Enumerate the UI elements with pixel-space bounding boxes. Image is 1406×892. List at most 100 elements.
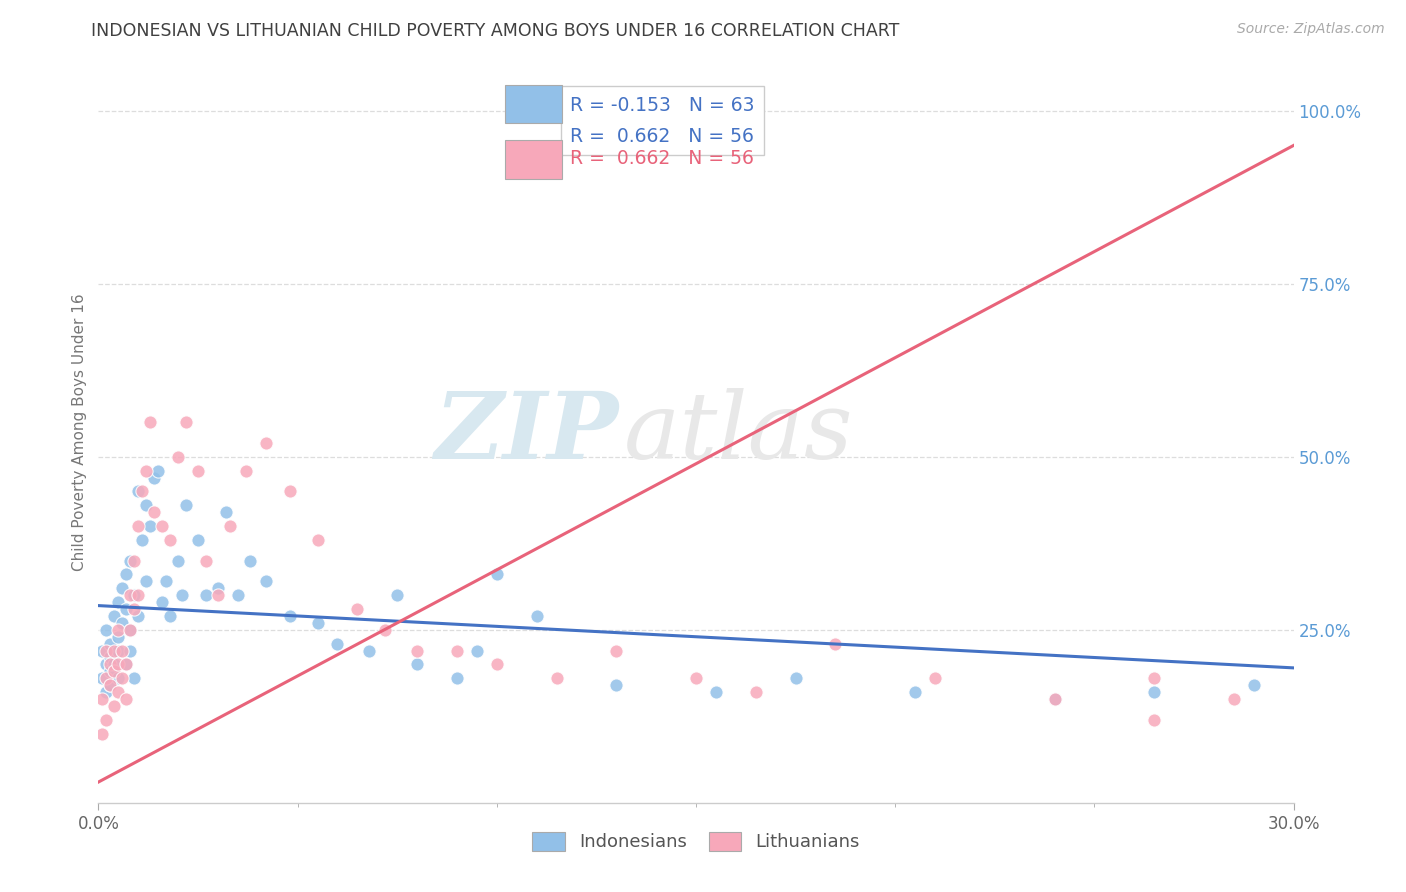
Point — [107, 685, 129, 699]
Text: ZIP: ZIP — [434, 388, 619, 477]
Point — [107, 595, 129, 609]
Point — [115, 567, 138, 582]
Point — [207, 582, 229, 596]
Point — [91, 671, 114, 685]
Point — [139, 519, 162, 533]
Point — [359, 643, 381, 657]
Point — [485, 657, 508, 672]
Point — [546, 671, 568, 685]
Text: INDONESIAN VS LITHUANIAN CHILD POVERTY AMONG BOYS UNDER 16 CORRELATION CHART: INDONESIAN VS LITHUANIAN CHILD POVERTY A… — [91, 22, 900, 40]
Point — [172, 588, 194, 602]
Point — [120, 623, 142, 637]
Text: atlas: atlas — [624, 388, 853, 477]
Legend: Indonesians, Lithuanians: Indonesians, Lithuanians — [523, 823, 869, 861]
Point — [150, 595, 173, 609]
Point — [167, 554, 190, 568]
Point — [127, 519, 149, 533]
Point — [150, 519, 173, 533]
Point — [111, 582, 134, 596]
Point — [107, 643, 129, 657]
Point — [446, 671, 468, 685]
Point — [103, 609, 125, 624]
Text: Source: ZipAtlas.com: Source: ZipAtlas.com — [1237, 22, 1385, 37]
Point — [115, 657, 138, 672]
Point — [96, 623, 118, 637]
Point — [111, 643, 134, 657]
Y-axis label: Child Poverty Among Boys Under 16: Child Poverty Among Boys Under 16 — [72, 293, 87, 572]
Point — [195, 588, 218, 602]
Point — [215, 505, 238, 519]
Point — [91, 643, 114, 657]
Text: R =  0.662   N = 56: R = 0.662 N = 56 — [571, 149, 755, 168]
Point — [465, 643, 488, 657]
Point — [111, 615, 134, 630]
Point — [131, 533, 153, 547]
Point — [143, 470, 166, 484]
Point — [226, 588, 249, 602]
FancyBboxPatch shape — [505, 85, 562, 123]
Point — [124, 554, 146, 568]
Point — [96, 657, 118, 672]
Point — [167, 450, 190, 464]
Point — [159, 609, 181, 624]
Point — [115, 602, 138, 616]
Point — [98, 665, 122, 679]
Point — [135, 498, 157, 512]
Point — [824, 637, 846, 651]
Point — [406, 643, 429, 657]
Point — [187, 464, 209, 478]
Point — [107, 657, 129, 672]
Point — [96, 643, 118, 657]
Point — [91, 692, 114, 706]
Point — [120, 588, 142, 602]
Point — [98, 678, 122, 692]
Point — [96, 685, 118, 699]
Point — [278, 609, 301, 624]
Point — [235, 464, 257, 478]
Point — [1243, 678, 1265, 692]
Text: R = -0.153   N = 63
R =  0.662   N = 56: R = -0.153 N = 63 R = 0.662 N = 56 — [571, 95, 755, 145]
Point — [406, 657, 429, 672]
Point — [115, 692, 138, 706]
Point — [143, 505, 166, 519]
Point — [148, 464, 170, 478]
Point — [1143, 671, 1166, 685]
Point — [124, 671, 146, 685]
Point — [605, 643, 627, 657]
Point — [96, 713, 118, 727]
Point — [1223, 692, 1246, 706]
Point — [1143, 713, 1166, 727]
Point — [103, 657, 125, 672]
Point — [174, 498, 197, 512]
Point — [187, 533, 209, 547]
Point — [103, 643, 125, 657]
Point — [103, 665, 125, 679]
Point — [207, 588, 229, 602]
Point — [98, 657, 122, 672]
Point — [526, 609, 548, 624]
Point — [127, 484, 149, 499]
Point — [1043, 692, 1066, 706]
Point — [1143, 685, 1166, 699]
Point — [219, 519, 242, 533]
FancyBboxPatch shape — [505, 140, 562, 178]
Point — [120, 623, 142, 637]
Point — [111, 671, 134, 685]
Point — [924, 671, 946, 685]
Point — [103, 698, 125, 713]
Point — [155, 574, 177, 589]
Point — [446, 643, 468, 657]
Point — [605, 678, 627, 692]
Point — [115, 657, 138, 672]
Point — [135, 464, 157, 478]
Point — [107, 671, 129, 685]
Point — [254, 574, 277, 589]
Point — [326, 637, 349, 651]
Point — [254, 436, 277, 450]
Point — [98, 678, 122, 692]
Point — [124, 602, 146, 616]
Point — [704, 685, 727, 699]
Point — [195, 554, 218, 568]
Point — [98, 637, 122, 651]
Point — [127, 609, 149, 624]
